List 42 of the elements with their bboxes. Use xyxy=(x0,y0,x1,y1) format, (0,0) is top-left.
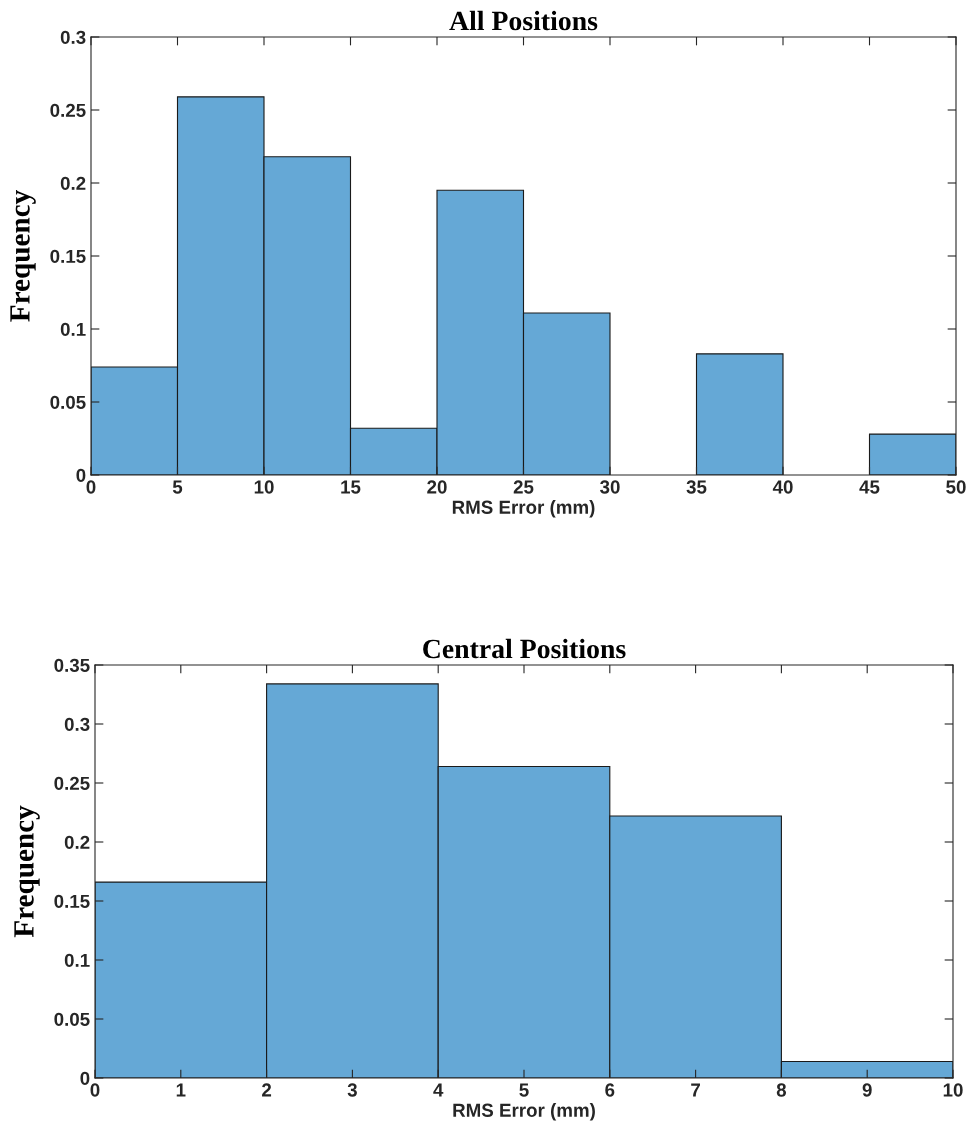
x-tick-label: 5 xyxy=(172,480,183,494)
y-tick-label: 0.25 xyxy=(54,776,90,790)
y-axis-title: Frequency xyxy=(10,190,36,322)
chart-title: Central Positions xyxy=(423,638,626,659)
y-tick-label: 0.15 xyxy=(50,249,86,263)
y-tick-label: 0 xyxy=(80,1071,90,1085)
x-axis-title: RMS Error (mm) xyxy=(452,500,595,518)
x-tick-label: 10 xyxy=(254,480,274,494)
y-tick-label: 0.05 xyxy=(54,1012,90,1026)
x-tick-label: 30 xyxy=(600,480,620,494)
x-tick-label: 35 xyxy=(686,480,707,494)
y-axis-title: Frequency xyxy=(14,805,40,938)
x-tick-label: 45 xyxy=(859,480,880,494)
y-tick-label: 0.3 xyxy=(64,717,90,731)
x-tick-label: 10 xyxy=(943,1083,963,1097)
y-tick-label: 0.15 xyxy=(54,894,90,908)
y-tick-label: 0.2 xyxy=(60,176,86,190)
x-tick-label: 20 xyxy=(427,480,447,494)
x-tick-label: 40 xyxy=(772,480,793,494)
x-tick-label: 7 xyxy=(691,1083,700,1097)
x-tick-label: 5 xyxy=(519,1083,529,1097)
chart-title: All Positions xyxy=(449,10,598,31)
y-tick-label: 0.05 xyxy=(50,395,86,409)
y-tick-label: 0 xyxy=(76,468,86,482)
x-tick-label: 6 xyxy=(605,1083,615,1097)
x-tick-label: 0 xyxy=(90,1083,100,1097)
y-tick-label: 0.2 xyxy=(64,835,90,849)
x-tick-label: 1 xyxy=(176,1083,186,1097)
x-tick-label: 2 xyxy=(262,1083,272,1097)
x-tick-label: 4 xyxy=(433,1083,444,1097)
x-tick-label: 25 xyxy=(513,480,534,494)
x-tick-label: 50 xyxy=(946,480,966,494)
y-tick-label: 0.35 xyxy=(54,658,90,672)
y-tick-label: 0.3 xyxy=(60,30,86,44)
y-tick-label: 0.25 xyxy=(50,103,86,117)
x-axis-title: RMS Error (mm) xyxy=(453,1103,595,1121)
y-tick-label: 0.1 xyxy=(60,322,86,336)
x-tick-label: 3 xyxy=(347,1083,357,1097)
y-tick-label: 0.1 xyxy=(64,953,90,967)
x-tick-label: 15 xyxy=(341,480,361,494)
x-tick-label: 9 xyxy=(862,1083,872,1097)
x-tick-label: 8 xyxy=(776,1083,787,1097)
